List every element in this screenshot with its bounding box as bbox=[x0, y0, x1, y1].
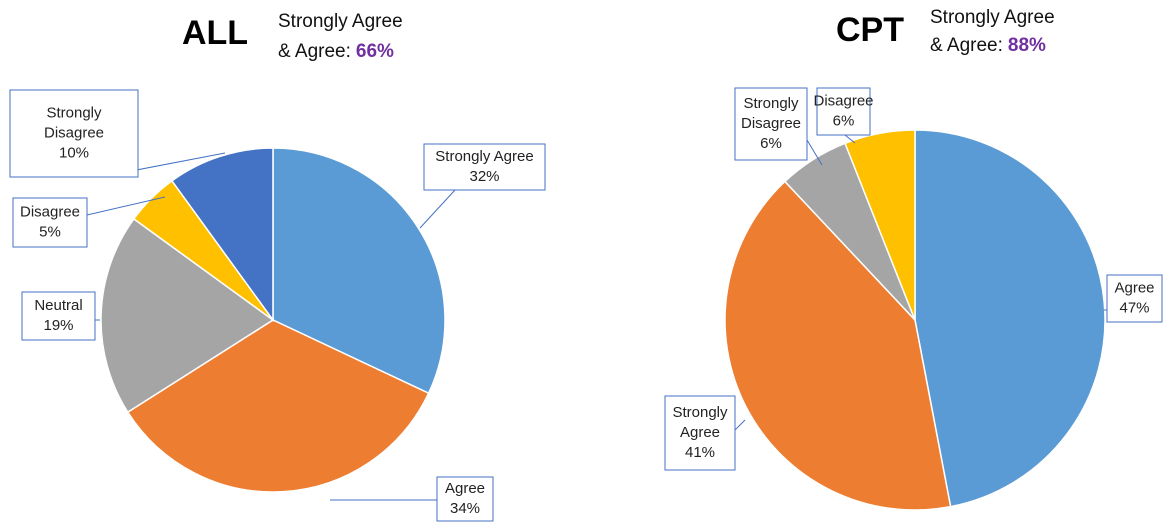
pie-slice bbox=[914, 129, 1106, 508]
category-label: Disagree bbox=[20, 203, 80, 220]
category-label: Agree bbox=[1114, 279, 1154, 296]
category-label-line: Agree bbox=[680, 424, 720, 441]
label-box bbox=[423, 143, 546, 191]
summary-label: & Agree: bbox=[278, 41, 351, 62]
category-label-line: Disagree bbox=[741, 115, 801, 132]
pie-slice bbox=[724, 180, 952, 511]
value-label: 10% bbox=[59, 144, 89, 161]
summary-value: 66% bbox=[356, 41, 394, 62]
pie-chart: CPT Strongly Agree & Agree: 88% Agree 47% Stro… bbox=[664, 7, 1163, 511]
label-box bbox=[1106, 274, 1163, 323]
leader-line bbox=[419, 189, 456, 229]
value-label: 19% bbox=[43, 317, 73, 334]
label-box bbox=[12, 197, 88, 248]
category-label: Disagree bbox=[813, 92, 873, 109]
category-label-line: Strongly bbox=[743, 95, 799, 112]
pie-slice bbox=[272, 147, 446, 395]
leader-line bbox=[844, 134, 856, 144]
category-label: Strongly Agree bbox=[672, 404, 728, 441]
category-label-line: Disagree bbox=[44, 124, 104, 141]
value-label: 34% bbox=[450, 500, 480, 517]
value-label: 6% bbox=[833, 112, 855, 129]
value-label: 5% bbox=[39, 223, 61, 240]
value-label: 41% bbox=[685, 444, 715, 461]
value-label: 6% bbox=[760, 135, 782, 152]
chart-title: ALL bbox=[182, 14, 248, 52]
category-label: Neutral bbox=[34, 297, 82, 314]
category-label-line: Strongly bbox=[46, 104, 102, 121]
value-label: 47% bbox=[1119, 299, 1149, 316]
pie-slice bbox=[100, 217, 275, 414]
label-box bbox=[734, 87, 808, 161]
chart-title: CPT bbox=[836, 11, 904, 49]
summary-label: Strongly Agree bbox=[930, 7, 1055, 28]
leader-line bbox=[806, 139, 823, 166]
category-label: Strongly Disagree bbox=[44, 104, 104, 141]
label-box bbox=[664, 395, 736, 471]
summary-value: 88% bbox=[1008, 35, 1046, 56]
category-label-line: Strongly bbox=[672, 404, 728, 421]
pie-slice bbox=[170, 147, 274, 323]
summary-label: Strongly Agree bbox=[278, 11, 403, 32]
label-box bbox=[9, 89, 139, 178]
leader-line bbox=[86, 196, 166, 216]
label-box bbox=[21, 291, 96, 341]
label-box bbox=[816, 87, 871, 136]
category-label: Agree bbox=[445, 480, 485, 497]
pie-chart: ALL Strongly Agree & Agree: 66% Strongly Agr… bbox=[9, 11, 546, 522]
category-label: Strongly Agree bbox=[435, 148, 533, 165]
label-box bbox=[436, 476, 494, 522]
pie-slice bbox=[844, 129, 916, 321]
leader-line bbox=[734, 419, 746, 431]
category-label: Strongly Disagree bbox=[741, 95, 801, 132]
summary-label: & Agree: bbox=[930, 35, 1003, 56]
pie-slice bbox=[126, 319, 430, 493]
value-label: 32% bbox=[469, 168, 499, 185]
